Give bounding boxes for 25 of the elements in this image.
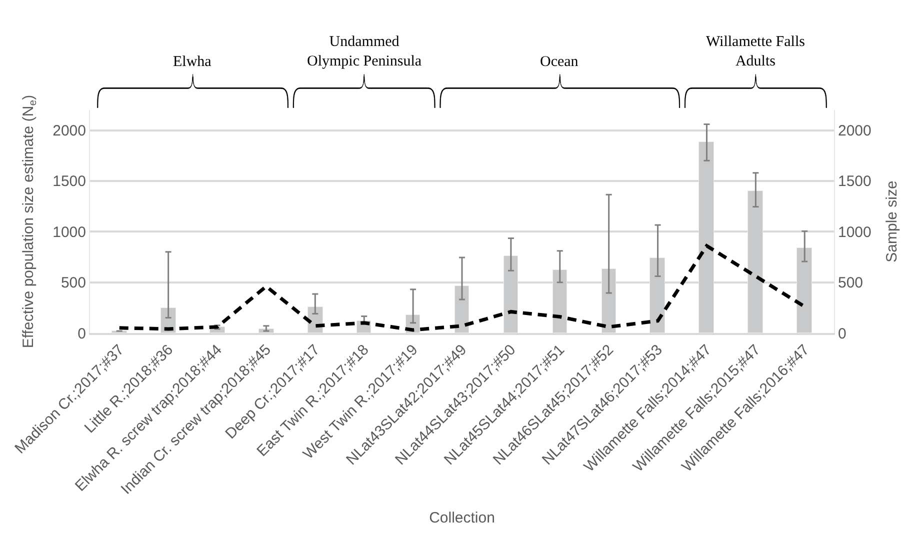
bar: [698, 142, 714, 333]
y-tick-label: 1000: [52, 224, 86, 241]
text: Ocean: [540, 54, 579, 70]
x-axis-title: Collection: [429, 509, 495, 526]
bar: [650, 258, 665, 333]
bar: [552, 270, 567, 333]
y2-axis-title: Sample size: [883, 180, 900, 262]
y2-tick-label: 0: [838, 325, 846, 342]
bar: [796, 248, 812, 333]
bar: [504, 256, 518, 333]
bar: [454, 286, 469, 333]
text: Elwha: [173, 54, 212, 70]
y2-tick-label: 1500: [838, 173, 872, 190]
y-tick-label: 1500: [52, 173, 86, 190]
bar: [602, 268, 616, 333]
bar: [748, 190, 763, 333]
text: Undammed Olympic Peninsula: [307, 34, 422, 70]
y2-tick-label: 500: [838, 274, 864, 292]
y2-tick-label: 1000: [838, 224, 872, 241]
line-series: [118, 244, 806, 332]
y-tick-label: 0: [78, 325, 86, 342]
y2-tick-label: 2000: [838, 122, 872, 140]
y-tick-label: 2000: [52, 122, 86, 140]
y-tick-label: 500: [60, 274, 86, 292]
text: Willamette Falls Adults: [706, 34, 806, 70]
